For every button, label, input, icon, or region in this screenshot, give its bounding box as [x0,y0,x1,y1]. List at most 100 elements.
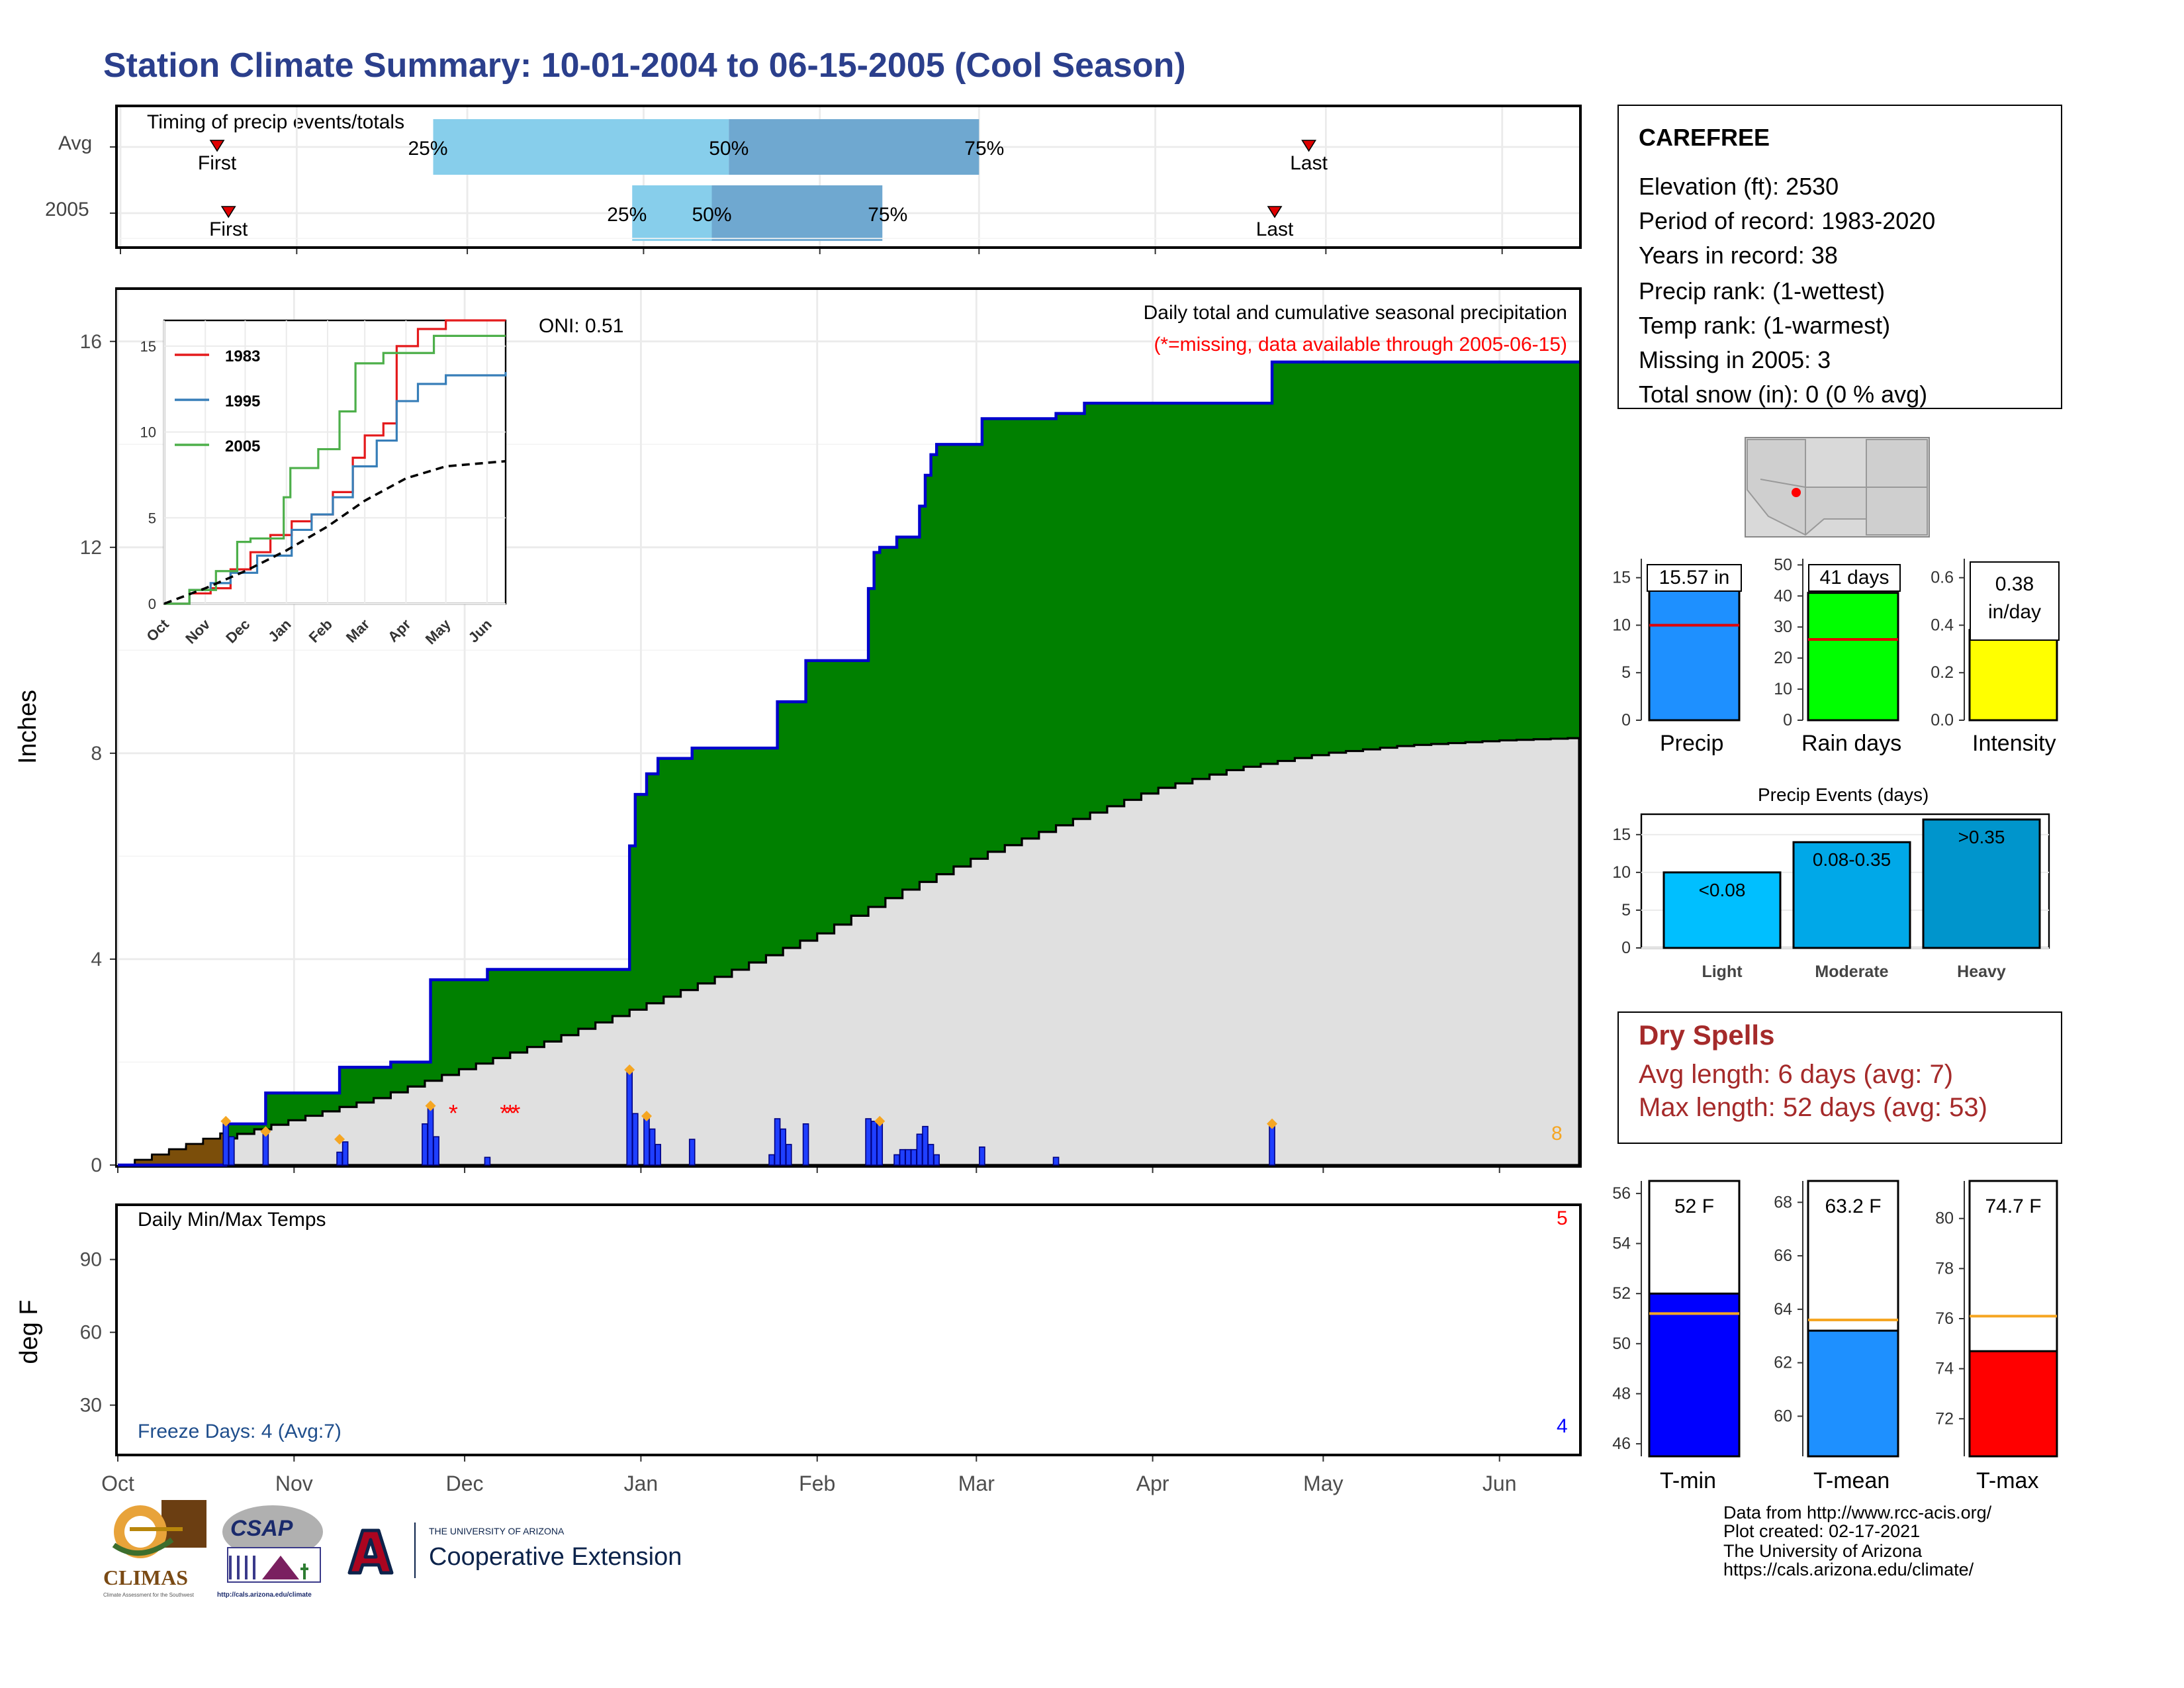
inset-line-2005 [164,334,506,605]
hot-count: 5 [1557,1207,1568,1230]
station-location-dot [1792,488,1801,497]
tbar-y-tick-label: 48 [1612,1384,1631,1403]
events-y-tick-label: 15 [1612,825,1631,844]
tbar-y-tick-label: 64 [1774,1300,1792,1319]
daily-precip-bar [228,1136,235,1166]
raindays-value-label: 41 days [1808,564,1901,592]
csap-logo-text: CSAP [230,1516,293,1541]
intensity-unit-label: in/day [1987,601,2042,624]
timing-q50-label: 50% [709,138,749,160]
pbar-y-tick-label: 0.6 [1931,569,1954,587]
station-period: Period of record: 1983-2020 [1639,208,1936,235]
daily-precip-bar [979,1146,985,1166]
daily-precip-bar [933,1154,940,1166]
dry-spells-max: Max length: 52 days (avg: 53) [1639,1094,1987,1123]
temps-title: Daily Min/Max Temps [138,1209,326,1231]
tmin-bar-label: T-min [1660,1468,1716,1493]
timing-last-label: Last [1256,218,1294,240]
heavy-event-marker [874,1115,886,1127]
credit-url: https://cals.arizona.edu/climate/ [1723,1560,1974,1580]
precip-value-label: 15.57 in [1647,564,1742,592]
tbar-y-tick-label: 78 [1935,1259,1954,1278]
precip-note: Daily total and cumulative seasonal prec… [1143,302,1567,324]
events-y-tick-label: 10 [1612,863,1631,882]
inset-legend-1995: 1995 [225,392,261,410]
cold-count: 4 [1557,1415,1568,1438]
station-snow: Total snow (in): 0 (0 % avg) [1639,381,1928,408]
timing-plot: 25% 50% 75% First Last 25% 50% 75% First Last [110,107,1579,254]
temps-x-tick-label: Feb [799,1472,835,1495]
timing-bar-q50-q75 [711,185,883,241]
cumulative-2005-line [118,360,1579,1167]
pbar-precip [1648,571,1741,722]
events-y-tick-label: 0 [1621,939,1631,957]
station-years: Years in record: 38 [1639,242,1838,269]
temps-y-tick-label: 30 [80,1395,102,1417]
credit-plot-created: Plot created: 02-17-2021 [1723,1521,1921,1542]
pbar-y-tick-label: 40 [1774,586,1792,605]
heavy-event-marker [260,1126,271,1137]
inset-y-tick-label: 5 [148,510,156,526]
heavy-count-label: 8 [1551,1123,1563,1145]
events-x-label: Light [1702,962,1743,981]
missing-note: (*=missing, data available through 2005-… [1154,334,1567,356]
dry-spells-box: Dry Spells Avg length: 6 days (avg: 7) M… [1617,1011,2062,1144]
tbar-y-tick-label: 62 [1774,1354,1792,1372]
daily-precip-bar [802,1123,809,1166]
temps-x-tick-label: Oct [101,1472,134,1495]
timing-row-2005: 2005 [45,199,89,221]
events-x-label: Moderate [1815,962,1888,981]
temps-panel [115,1203,1582,1456]
heavy-event-marker [1267,1118,1278,1129]
pbar-y-tick-label: 0.4 [1931,616,1954,634]
heavy-event-marker [641,1111,653,1122]
y-tick-label: 16 [80,331,102,353]
tbar-value-label: 74.7 F [1985,1196,2041,1217]
missing-day-marker: * [449,1100,458,1127]
tbar-value-label: 63.2 F [1825,1196,1881,1217]
tbar-t-min [1648,1292,1741,1458]
ua-small-text: THE UNIVERSITY OF ARIZONA [429,1528,565,1537]
pbar-y-tick-label: 5 [1621,663,1631,682]
timing-first-label: First [198,152,237,174]
tbar-value-label: 52 F [1674,1196,1714,1217]
tbar-y-tick-label: 60 [1774,1407,1792,1425]
heavy-event-marker [624,1064,635,1076]
intensity-value-box: 0.38 in/day [1970,561,2060,641]
station-name: CAREFREE [1639,124,1770,151]
csap-logo-url: http://cals.arizona.edu/climate [217,1591,312,1599]
temps-x-tick-label: Nov [275,1472,313,1495]
tbar-y-tick-label: 76 [1935,1309,1954,1328]
events-y-tick-label: 5 [1621,901,1631,919]
station-temp-rank: Temp rank: (1-warmest) [1639,312,1891,339]
missing-day-marker: * [500,1100,509,1127]
events-x-label: Heavy [1957,962,2006,981]
raindays-bar-label: Rain days [1801,731,1902,756]
temps-x-tick-label: May [1303,1472,1343,1495]
ua-a-mark [347,1528,394,1575]
csap-logo-mark [222,1505,323,1583]
ua-big-text: Cooperative Extension [429,1544,682,1571]
temps-x-tick-label: Apr [1136,1472,1169,1495]
timing-q50-label: 50% [692,204,731,226]
daily-precip-bar [484,1156,491,1166]
tbar-t-max [1968,1350,2058,1458]
events-bar-value-label: <0.08 [1699,880,1746,900]
csap-logo: CSAP http://cals.arizona.edu/climate [217,1503,336,1599]
station-elevation: Elevation (ft): 2530 [1639,173,1839,200]
pbar-y-tick-label: 30 [1774,618,1792,636]
climas-logo: CLIMAS Climate Assessment for the Southw… [103,1500,209,1598]
credits: Data from http://www.rcc-acis.org/ Plot … [1723,1503,1991,1580]
daily-precip-bar [433,1136,439,1166]
tbar-y-tick-label: 66 [1774,1246,1792,1265]
temps-x-tick-label: Dec [446,1472,484,1495]
timing-q25-label: 25% [607,204,647,226]
tbar-y-tick-label: 50 [1612,1335,1631,1353]
dry-spells-avg: Avg length: 6 days (avg: 7) [1639,1060,1954,1090]
temps-x-tick-label: Mar [958,1472,995,1495]
inset-y-tick-label: 0 [148,596,156,612]
events-bar-light [1662,871,1782,949]
station-missing: Missing in 2005: 3 [1639,347,1831,374]
